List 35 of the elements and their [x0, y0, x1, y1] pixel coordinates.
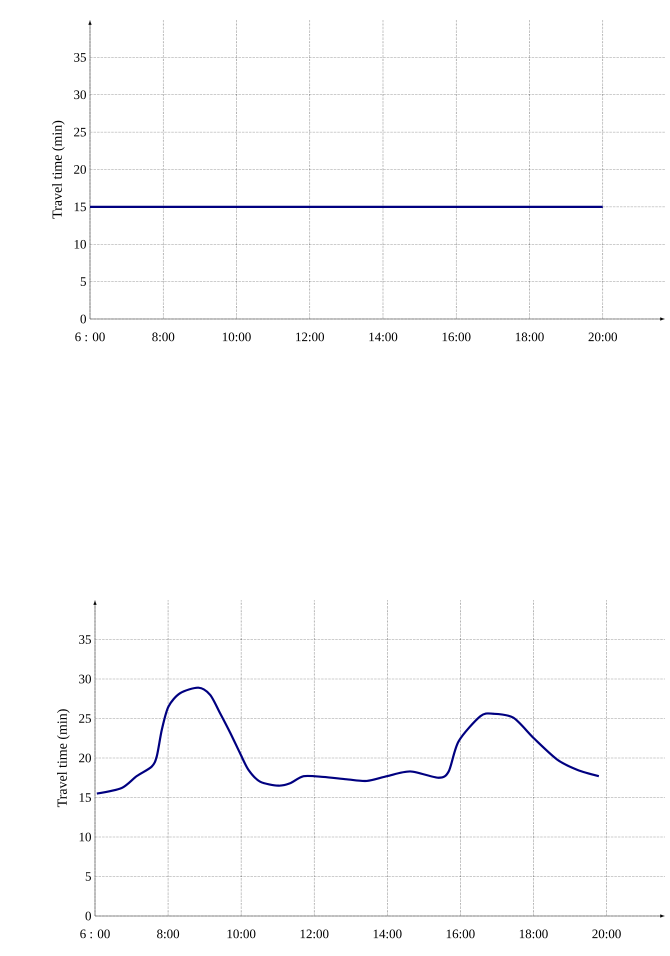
y-tick-label: 25 [79, 714, 91, 723]
x-tick-label: 16:00 [442, 332, 471, 342]
x-tick-label: 14:00 [374, 930, 402, 938]
line-series [96, 686, 600, 795]
y-tick-label: 5 [80, 277, 86, 286]
y-tick-label: 35 [79, 635, 91, 644]
y-tick-label: 15 [80, 793, 91, 802]
y-tick-label: 35 [74, 53, 86, 62]
y-tick-label: 5 [86, 872, 91, 881]
x-tick-label: 12:00 [300, 930, 328, 938]
y-axis-title: Travel time (min) [52, 120, 65, 219]
y-tick-label: 20 [74, 165, 86, 174]
x-tick-label: 14:00 [369, 332, 398, 342]
y-tick-label: 30 [74, 90, 86, 100]
y-tick-label: 10 [74, 240, 86, 249]
y-tick-label: 25 [74, 128, 86, 136]
x-tick-label: 10:00 [228, 930, 256, 938]
y-tick-label: 15 [74, 202, 86, 212]
y-tick-label: 0 [86, 912, 91, 920]
y-tick-label: 30 [79, 674, 91, 684]
x-tick-label: 20:00 [588, 332, 618, 342]
x-tick-label: 12:00 [296, 332, 324, 342]
x-tick-label: 18:00 [520, 930, 548, 938]
x-tick-label: 8:00 [157, 930, 180, 938]
x-tick-label: 18:00 [516, 332, 544, 342]
y-tick-label: 10 [80, 832, 91, 842]
y-tick-label: 0 [80, 314, 86, 324]
x-tick-label: 6 : 00 [80, 930, 110, 938]
y-axis-title: Travel time (min) [57, 709, 70, 808]
x-tick-label: 20:00 [592, 930, 621, 938]
x-tick-label: 8:00 [152, 332, 174, 342]
y-tick-label: 20 [79, 754, 91, 762]
x-tick-label: 6 : 00 [75, 332, 105, 342]
x-tick-label: 16:00 [446, 930, 475, 938]
x-tick-label: 10:00 [222, 332, 251, 342]
